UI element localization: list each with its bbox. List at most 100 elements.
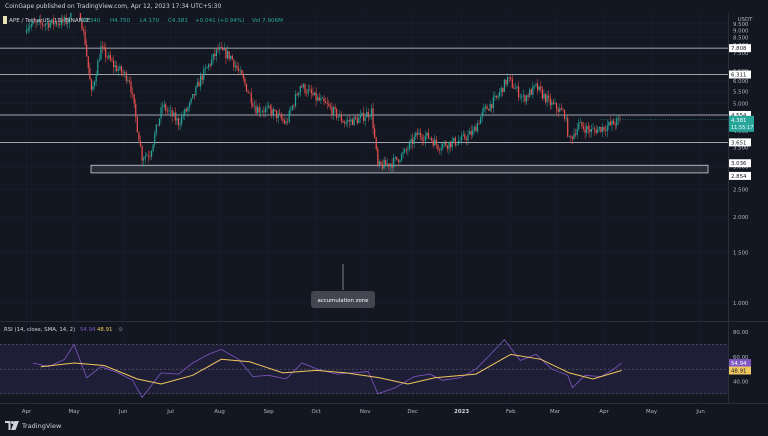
candle-body (165, 104, 167, 111)
candle-body (359, 115, 362, 119)
candle-body (402, 152, 404, 154)
candle-body (559, 108, 561, 112)
candle-body (381, 164, 384, 169)
candle-body (196, 82, 199, 87)
symbol-name: APE / TetherUS, 1D, BINANCE (9, 18, 91, 24)
candle-body (234, 65, 237, 68)
symbol-marker (3, 16, 7, 24)
candle-body (245, 83, 248, 92)
candle-body (562, 109, 564, 111)
candle-body (299, 86, 301, 93)
rsi-settings-icon[interactable]: ⚙ (118, 327, 123, 333)
candle-body (271, 108, 273, 115)
candle-body (412, 139, 414, 144)
candle-body (131, 92, 134, 95)
candle-body (162, 106, 164, 108)
candle-body (29, 26, 31, 28)
candle-body (315, 92, 317, 101)
time-tick-label: Apr (599, 409, 609, 415)
candle-body (30, 24, 32, 27)
candle-body (325, 101, 327, 103)
candle-body (68, 17, 70, 24)
candle-body (206, 67, 208, 69)
candle-body (487, 109, 490, 111)
price-tick-label: 2.000 (733, 215, 749, 221)
candle-body (150, 150, 153, 157)
level-price-tag-text: 7.808 (731, 46, 747, 52)
candle-body (212, 53, 214, 60)
candle-body (146, 155, 148, 157)
candle-body (291, 105, 293, 110)
candle-body (226, 51, 229, 59)
candle-body (385, 160, 387, 165)
candle-body (106, 57, 108, 58)
candle-body (362, 112, 365, 121)
candle-body (413, 136, 415, 144)
candle-body (152, 144, 154, 151)
candle-body (277, 113, 279, 119)
candle-body (114, 65, 116, 68)
candle-body (571, 136, 574, 139)
candle-body (616, 118, 618, 126)
price-tick-label: 9.500 (733, 22, 749, 28)
candle-body (375, 137, 377, 150)
candle-body (298, 92, 300, 96)
candle-body (510, 77, 512, 80)
candle-body (367, 112, 369, 117)
candle-body (470, 131, 472, 136)
candle-body (144, 156, 146, 159)
price-tick-label: 1.000 (733, 301, 749, 307)
candle-body (386, 163, 388, 165)
time-tick-label: Jul (166, 409, 174, 415)
time-tick-label: Oct (311, 409, 320, 415)
price-tick-label: 3.500 (733, 146, 749, 152)
candle-body (529, 89, 531, 97)
candle-body (568, 136, 570, 137)
rsi-legend: RSI (14, close, SMA, 14, 2) 54.94 48.91 … (4, 327, 123, 333)
candle-body (589, 129, 591, 133)
candle-body (408, 142, 411, 150)
candle-body (294, 94, 297, 106)
candle-body (557, 109, 559, 112)
candle-body (211, 59, 213, 66)
candle-body (383, 160, 385, 169)
candle-body (321, 98, 324, 99)
candle-body (84, 30, 86, 45)
footer-brand-text: TradingView (22, 421, 62, 430)
candle-body (331, 107, 333, 116)
candle-body (481, 111, 483, 117)
candle-body (579, 121, 581, 123)
candle-body (603, 126, 605, 130)
candle-body (446, 145, 449, 149)
candle-body (130, 81, 132, 93)
candle-body (416, 132, 418, 135)
candle-body (219, 47, 221, 50)
annotation-text: accumulation zone (317, 298, 369, 304)
zone-price-tag (729, 159, 751, 168)
candle-body (361, 112, 363, 116)
rsi-tick-label: 80.00 (733, 330, 749, 336)
candle-body (595, 129, 597, 133)
ohlc-close: C4.381 (168, 18, 188, 24)
candle-body (313, 92, 316, 96)
time-tick-label: Sep (264, 409, 275, 415)
candle-body (86, 44, 88, 57)
candle-body (483, 107, 485, 112)
candle-body (345, 121, 347, 124)
candle-body (222, 47, 224, 51)
price-tick-label: 7.500 (733, 51, 749, 57)
candle-body (472, 130, 474, 136)
candle-body (188, 102, 191, 108)
last-price-countdown: 11:55:17 (731, 125, 753, 131)
candle-body (95, 75, 97, 82)
candle-body (431, 138, 433, 141)
candle-body (154, 133, 156, 145)
currency-label: USDT (738, 17, 754, 23)
candle-body (65, 17, 67, 25)
candle-body (459, 140, 461, 142)
candle-body (342, 121, 344, 123)
candle-body (480, 116, 482, 124)
candle-body (575, 133, 577, 135)
candle-body (263, 111, 265, 113)
